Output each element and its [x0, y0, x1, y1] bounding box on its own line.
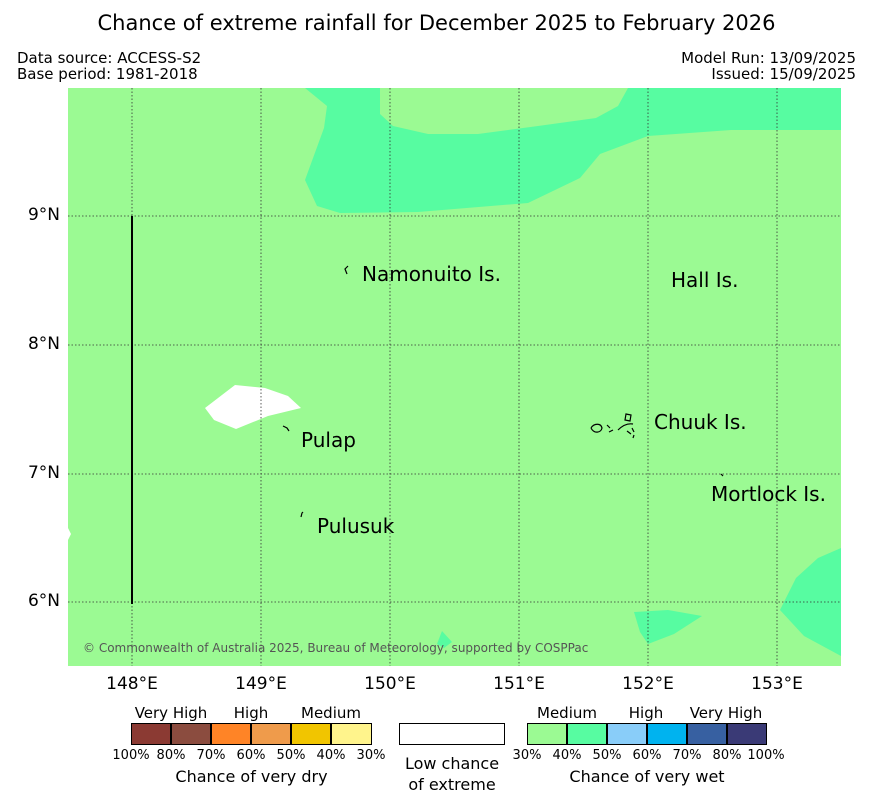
wet-pct-60: 60% [632, 748, 662, 763]
wet-pct-50: 50% [592, 748, 622, 763]
lon-tick-150e: 150°E [364, 674, 416, 694]
wet-40-50-region-south [634, 610, 702, 644]
low-chance-region [205, 385, 301, 429]
dry-colorbar [131, 723, 372, 745]
graticule [68, 88, 841, 666]
lat-tick-7n: 7°N [27, 463, 60, 483]
copyright-notice: © Commonwealth of Australia 2025, Bureau… [83, 641, 588, 655]
dry-swatch-6 [331, 723, 372, 745]
lon-tick-153e: 153°E [751, 674, 803, 694]
dry-swatch-1 [131, 723, 171, 745]
namonuito-island [344, 265, 349, 275]
lat-tick-9n: 9°N [27, 205, 60, 225]
wet-40-50-region-north [305, 88, 841, 213]
wet-level-medium: Medium [537, 704, 597, 722]
lat-tick-6n: 6°N [27, 591, 60, 611]
wet-pct-40: 40% [552, 748, 582, 763]
dry-caption: Chance of very dry [175, 767, 328, 786]
base-period: Base period: 1981-2018 [17, 65, 198, 83]
pulusuk-island [300, 511, 304, 518]
low-chance-region-edge [68, 528, 71, 540]
dry-level-high: High [233, 704, 269, 722]
wet-swatch-4 [647, 723, 687, 745]
low-chance-line-1: Low chance [404, 754, 500, 773]
dry-pct-80: 80% [156, 748, 186, 763]
wet-pct-70: 70% [672, 748, 702, 763]
place-label-pulap: Pulap [301, 428, 356, 452]
place-label-mortlock: Mortlock Is. [711, 482, 826, 506]
place-label-hall: Hall Is. [671, 268, 738, 292]
dry-level-very-high: Very High [134, 704, 208, 722]
dry-swatch-3 [211, 723, 251, 745]
low-chance-label: Low chance of extreme [390, 753, 514, 795]
wet-swatch-5 [687, 723, 727, 745]
dry-pct-60: 60% [236, 748, 266, 763]
wet-pct-30: 30% [512, 748, 542, 763]
mortlock-island [720, 473, 724, 477]
wet-colorbar [527, 723, 767, 745]
place-label-chuuk: Chuuk Is. [654, 410, 747, 434]
rainfall-map: Namonuito Is. Hall Is. Chuuk Is. Pulap M… [68, 88, 841, 666]
issued-date: Issued: 15/09/2025 [711, 65, 856, 83]
wet-swatch-3 [607, 723, 647, 745]
lon-tick-151e: 151°E [493, 674, 545, 694]
dry-pct-70: 70% [196, 748, 226, 763]
lon-tick-152e: 152°E [622, 674, 674, 694]
dry-swatch-2 [171, 723, 211, 745]
wet-pct-80: 80% [712, 748, 742, 763]
wet-swatch-2 [567, 723, 607, 745]
wet-caption: Chance of very wet [569, 767, 725, 786]
model-run: Model Run: 13/09/2025 [681, 49, 856, 67]
wet-swatch-1 [527, 723, 567, 745]
island-outlines [282, 265, 724, 518]
low-chance-line-2: of extreme [408, 775, 496, 794]
wet-level-high: High [628, 704, 664, 722]
map-title: Chance of extreme rainfall for December … [97, 11, 776, 35]
pulap-island [282, 425, 290, 432]
dry-pct-100: 100% [112, 748, 150, 763]
dry-level-medium: Medium [301, 704, 361, 722]
wet-swatch-6 [727, 723, 767, 745]
lat-tick-8n: 8°N [27, 334, 60, 354]
header-right: Model Run: 13/09/2025 Issued: 15/09/2025 [681, 50, 856, 82]
dry-pct-30: 30% [356, 748, 386, 763]
lon-tick-148e: 148°E [106, 674, 158, 694]
place-label-pulusuk: Pulusuk [317, 514, 395, 538]
place-label-namonuito: Namonuito Is. [362, 262, 501, 286]
header-left: Data source: ACCESS-S2 Base period: 1981… [17, 50, 201, 82]
dry-swatch-5 [291, 723, 331, 745]
wet-pct-100: 100% [747, 748, 785, 763]
dry-swatch-4 [251, 723, 291, 745]
lon-tick-149e: 149°E [235, 674, 287, 694]
low-chance-swatch [399, 723, 505, 745]
wet-level-very-high: Very High [689, 704, 763, 722]
chuuk-islands [590, 413, 635, 439]
wet-40-50-region-small [437, 631, 452, 648]
dry-pct-50: 50% [276, 748, 306, 763]
data-source: Data source: ACCESS-S2 [17, 49, 202, 67]
dry-pct-40: 40% [316, 748, 346, 763]
